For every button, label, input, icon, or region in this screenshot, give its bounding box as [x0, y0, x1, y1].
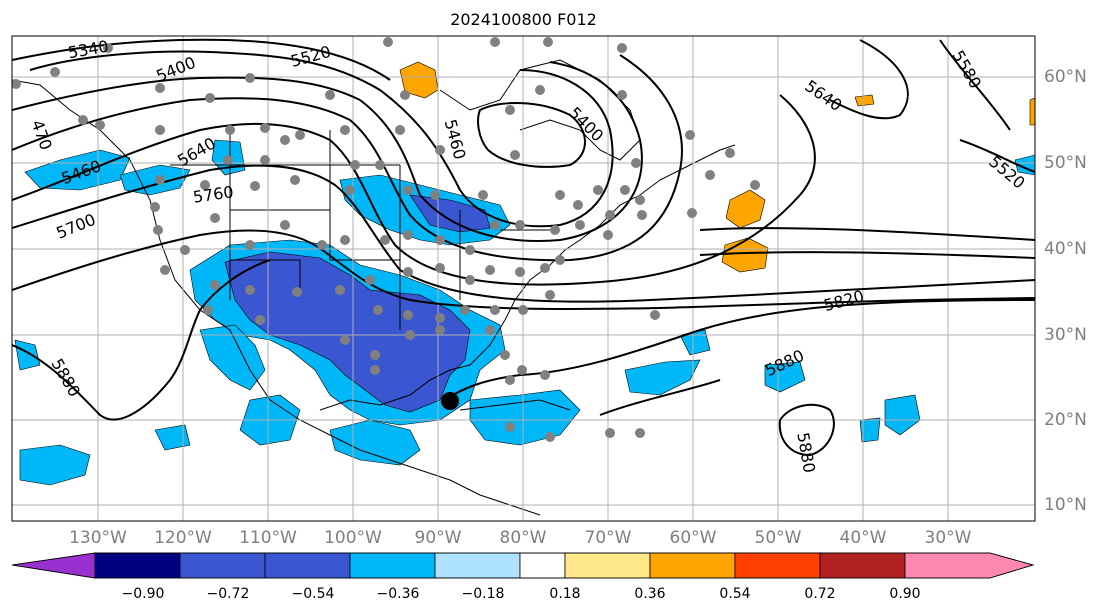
lon-label: 80°W	[499, 528, 547, 548]
height-contours	[12, 38, 1035, 457]
colorbar-tick-label: −0.72	[206, 586, 250, 602]
colorbar-segment	[11, 552, 96, 579]
colorbar-tick-label: −0.90	[121, 586, 165, 602]
lat-label: 30°N	[1044, 325, 1087, 345]
colorbar-segment	[94, 552, 181, 579]
colorbar-tick-label: −0.54	[291, 586, 335, 602]
lon-label: 130°W	[69, 528, 127, 548]
lon-label: 120°W	[154, 528, 212, 548]
graticule	[12, 36, 1035, 521]
lat-label: 50°N	[1044, 153, 1087, 173]
colorbar-segment	[904, 552, 1035, 579]
colorbar-segment	[564, 552, 651, 579]
colorbar-tick-label: 0.72	[804, 586, 836, 602]
map-frame	[11, 35, 1036, 522]
colorbar-segment	[264, 552, 351, 579]
coastlines	[12, 59, 736, 516]
lon-label: 30°W	[924, 528, 972, 548]
colorbar-segment	[649, 552, 736, 579]
storm-center-marker	[441, 392, 459, 410]
colorbar-tick-label: −0.18	[461, 586, 505, 602]
colorbar-tick-label: 0.36	[634, 586, 666, 602]
colorbar-segment	[179, 552, 266, 579]
lon-label: 50°W	[754, 528, 802, 548]
colorbar-segment	[519, 552, 566, 579]
colorbar-segment	[734, 552, 821, 579]
lon-label: 90°W	[414, 528, 462, 548]
lon-label: 60°W	[669, 528, 717, 548]
lon-label: 70°W	[584, 528, 632, 548]
lon-label: 110°W	[239, 528, 297, 548]
colorbar-tick-label: 0.54	[719, 586, 751, 602]
colorbar	[11, 552, 1035, 579]
colorbar-tick-label: 0.90	[889, 586, 921, 602]
colorbar-tick-label: 0.18	[549, 586, 581, 602]
colorbar-segment	[819, 552, 906, 579]
lat-label: 40°N	[1044, 239, 1087, 259]
lon-label: 40°W	[839, 528, 887, 548]
colorbar-segment	[349, 552, 436, 579]
map-title: 2024100800 F012	[450, 10, 597, 29]
colorbar-segment	[434, 552, 521, 579]
colorbar-tick-label: −0.36	[376, 586, 420, 602]
lat-label: 20°N	[1044, 410, 1087, 430]
lat-label: 10°N	[1044, 495, 1087, 515]
lon-label: 100°W	[324, 528, 382, 548]
lat-label: 60°N	[1044, 67, 1087, 87]
station-dots	[12, 37, 760, 442]
